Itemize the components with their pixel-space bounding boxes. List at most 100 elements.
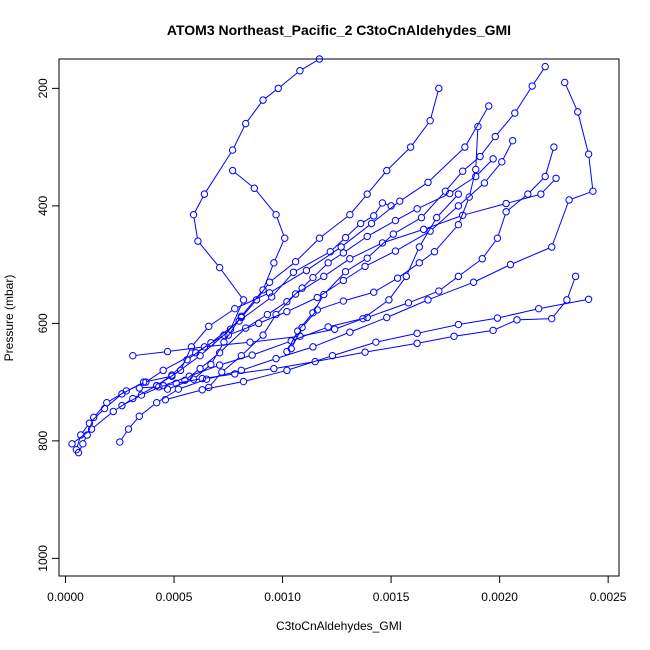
data-point bbox=[435, 287, 443, 295]
series-segment bbox=[166, 376, 187, 386]
data-point bbox=[309, 273, 317, 282]
series-segment bbox=[423, 193, 444, 216]
data-point bbox=[265, 289, 274, 297]
series-segment bbox=[181, 349, 191, 368]
series-segment bbox=[552, 202, 569, 245]
series-segment bbox=[460, 260, 480, 275]
data-point bbox=[363, 254, 371, 262]
data-point bbox=[565, 196, 573, 204]
data-point bbox=[589, 187, 597, 195]
series-15 bbox=[224, 136, 517, 339]
data-point bbox=[450, 332, 458, 340]
data-point bbox=[205, 383, 213, 392]
series-segment bbox=[237, 368, 271, 374]
data-point bbox=[417, 213, 426, 222]
data-point bbox=[493, 314, 502, 322]
data-point bbox=[363, 232, 371, 241]
data-point bbox=[441, 187, 450, 195]
data-point bbox=[339, 297, 348, 305]
series-segment bbox=[378, 333, 415, 342]
series-segment bbox=[295, 252, 328, 272]
series-segment bbox=[146, 376, 169, 382]
series-segment bbox=[319, 281, 341, 297]
data-point bbox=[311, 357, 319, 366]
series-segment bbox=[255, 190, 275, 213]
data-point bbox=[109, 407, 117, 416]
data-point bbox=[541, 172, 549, 181]
series-segment bbox=[370, 303, 406, 317]
series-segment bbox=[106, 395, 120, 407]
series-segment bbox=[278, 347, 311, 359]
data-point bbox=[584, 150, 593, 158]
series-segment bbox=[352, 318, 384, 332]
data-point bbox=[198, 386, 206, 394]
data-point bbox=[339, 276, 348, 285]
series-segment bbox=[363, 217, 372, 223]
series-segment bbox=[502, 143, 512, 160]
data-point bbox=[383, 313, 391, 322]
data-point bbox=[415, 259, 424, 267]
series-segment bbox=[345, 237, 365, 252]
series-segment bbox=[395, 218, 419, 233]
series-13 bbox=[283, 62, 549, 356]
series-segment bbox=[265, 89, 276, 99]
data-point bbox=[480, 179, 489, 187]
data-point bbox=[346, 255, 354, 263]
series-segment bbox=[420, 324, 456, 334]
data-point bbox=[283, 307, 291, 316]
series-segment bbox=[202, 330, 229, 354]
data-point bbox=[387, 202, 395, 210]
series-5 bbox=[118, 143, 558, 410]
series-segment bbox=[369, 221, 393, 236]
series-segment bbox=[272, 271, 304, 292]
series-segment bbox=[533, 69, 544, 84]
data-point bbox=[406, 143, 415, 151]
series-segment bbox=[144, 386, 161, 395]
data-point bbox=[283, 366, 291, 375]
series-segment bbox=[241, 298, 270, 320]
data-point bbox=[189, 375, 198, 383]
data-point bbox=[241, 119, 250, 128]
series-segment bbox=[351, 196, 366, 213]
series-9 bbox=[163, 166, 289, 393]
data-point bbox=[72, 445, 81, 454]
data-point bbox=[550, 143, 558, 151]
series-segment bbox=[459, 199, 469, 222]
series-segment bbox=[243, 301, 255, 316]
data-point bbox=[189, 210, 198, 219]
series-segment bbox=[452, 177, 474, 193]
series-11 bbox=[181, 155, 497, 385]
series-segment bbox=[388, 149, 409, 169]
data-point bbox=[378, 239, 387, 247]
series-segment bbox=[469, 172, 476, 195]
data-point bbox=[346, 210, 354, 219]
series-segment bbox=[376, 279, 396, 292]
series-segment bbox=[529, 178, 544, 193]
series-segment bbox=[509, 194, 538, 204]
series-segment bbox=[321, 216, 348, 237]
data-point bbox=[231, 370, 239, 378]
data-point bbox=[224, 331, 233, 339]
series-segment bbox=[210, 374, 221, 386]
series-segment bbox=[82, 425, 88, 433]
series-segment bbox=[76, 437, 81, 447]
series-segment bbox=[148, 371, 161, 381]
data-point bbox=[183, 356, 191, 364]
series-2 bbox=[72, 55, 324, 454]
series-segment bbox=[520, 318, 549, 321]
data-point bbox=[502, 208, 510, 216]
data-point bbox=[363, 190, 371, 198]
series-layer bbox=[68, 55, 597, 457]
data-point bbox=[196, 364, 204, 373]
data-point bbox=[432, 213, 441, 222]
series-segment bbox=[173, 361, 186, 374]
series-segment bbox=[276, 217, 285, 236]
series-segment bbox=[398, 209, 415, 220]
data-point bbox=[474, 122, 482, 131]
x-tick-label: 0.0005 bbox=[156, 590, 193, 604]
data-point bbox=[142, 378, 150, 386]
data-point bbox=[163, 385, 172, 393]
series-segment bbox=[194, 196, 204, 213]
data-point bbox=[263, 310, 272, 319]
data-point bbox=[489, 155, 497, 163]
